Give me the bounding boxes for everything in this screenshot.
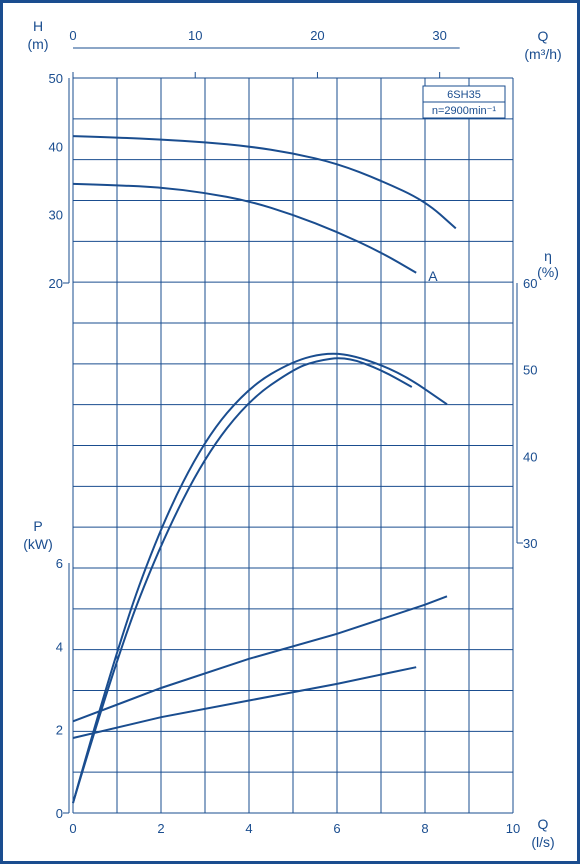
svg-text:6SH35: 6SH35 [447,89,481,101]
svg-text:10: 10 [188,28,202,43]
svg-text:2: 2 [56,723,63,738]
svg-text:6: 6 [333,821,340,836]
pump-performance-chart: 0 10 20 30 0 2 4 6 8 10 20 30 40 50 30 40 50 60 0 2 4 6 H (m) Q (… [0,0,580,864]
svg-text:Q: Q [538,816,549,832]
svg-text:50: 50 [49,71,63,86]
svg-text:(m): (m) [28,36,49,52]
svg-text:Q: Q [538,28,549,44]
svg-text:40: 40 [49,139,63,154]
svg-text:H: H [33,18,43,34]
svg-text:(l/s): (l/s) [531,834,554,850]
svg-text:4: 4 [56,639,63,654]
svg-text:η: η [544,248,552,264]
svg-text:(kW): (kW) [23,536,53,552]
svg-text:6: 6 [56,556,63,571]
svg-text:8: 8 [421,821,428,836]
svg-text:2: 2 [157,821,164,836]
svg-text:P: P [33,518,42,534]
svg-text:20: 20 [310,28,324,43]
svg-text:30: 30 [49,208,63,223]
chart-svg: 0 10 20 30 0 2 4 6 8 10 20 30 40 50 30 40 50 60 0 2 4 6 H (m) Q (… [3,3,577,861]
svg-text:60: 60 [523,276,537,291]
svg-text:20: 20 [49,276,63,291]
svg-text:0: 0 [56,806,63,821]
svg-text:50: 50 [523,363,537,378]
svg-text:40: 40 [523,449,537,464]
svg-text:(m³/h): (m³/h) [524,46,561,62]
svg-text:A: A [428,268,438,284]
svg-text:30: 30 [523,536,537,551]
svg-text:10: 10 [506,821,520,836]
svg-text:0: 0 [69,28,76,43]
svg-text:4: 4 [245,821,252,836]
svg-text:(%): (%) [537,264,559,280]
svg-text:0: 0 [69,821,76,836]
svg-text:30: 30 [432,28,446,43]
svg-text:n=2900min⁻¹: n=2900min⁻¹ [432,105,497,117]
